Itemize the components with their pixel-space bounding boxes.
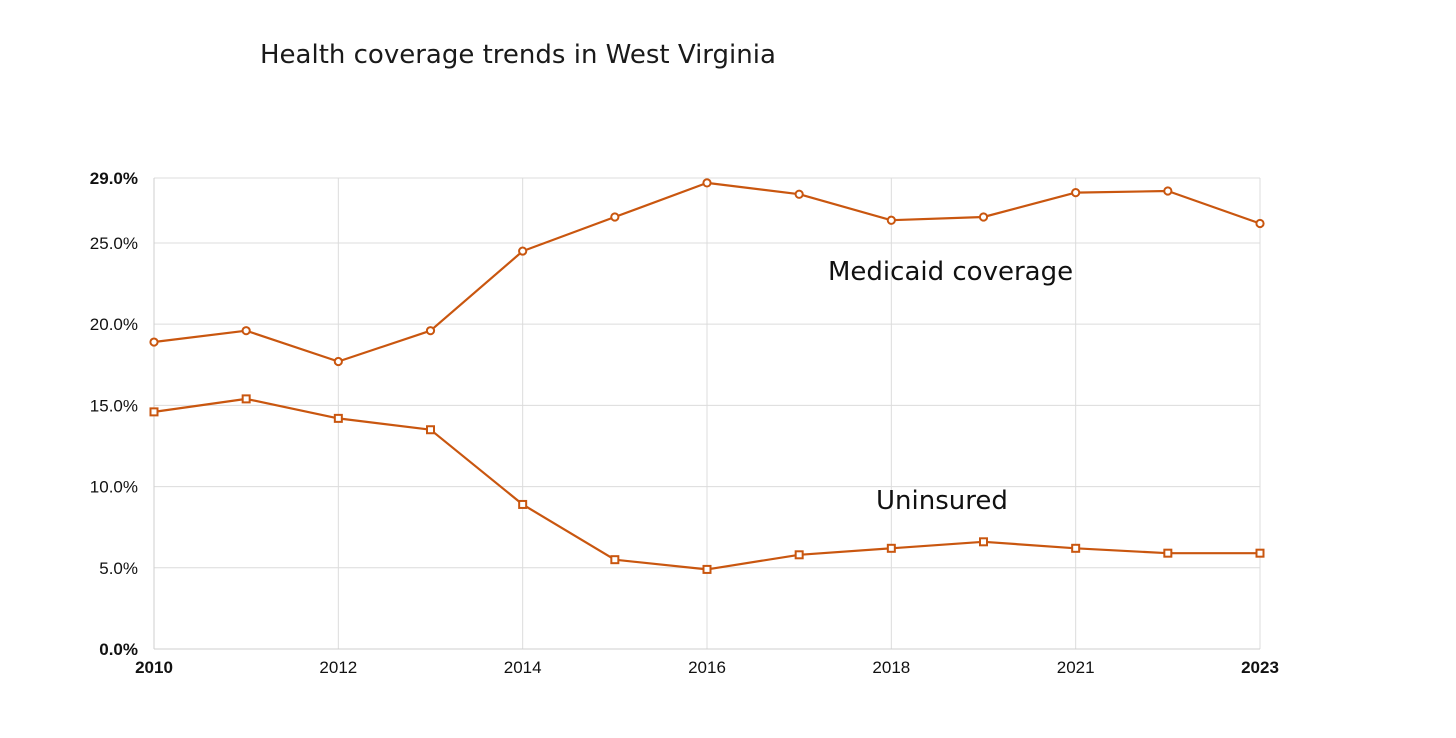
data-point <box>886 543 896 553</box>
series-uninsured <box>149 394 1265 574</box>
data-point <box>518 499 528 509</box>
data-point <box>518 246 528 256</box>
x-tick-label: 2021 <box>1057 658 1095 677</box>
series-label-uninsured: Uninsured <box>876 486 1008 516</box>
y-tick-label: 10.0% <box>90 478 138 497</box>
data-point <box>425 326 436 336</box>
y-tick-label: 25.0% <box>90 234 138 253</box>
data-point <box>979 537 988 547</box>
x-tick-label: 2012 <box>319 658 357 677</box>
x-tick-label: 2016 <box>688 658 726 677</box>
x-tick-label: 2014 <box>504 658 542 677</box>
data-point <box>149 407 159 417</box>
data-point <box>1255 548 1265 558</box>
grid-layer <box>154 177 1261 649</box>
series-layer <box>149 178 1265 574</box>
data-point <box>794 189 804 199</box>
y-tick-label: 29.0% <box>90 169 138 188</box>
data-point <box>241 326 251 336</box>
y-tick-label: 15.0% <box>90 396 138 415</box>
data-point <box>241 394 251 404</box>
data-point <box>610 555 620 565</box>
axis-layer: 0.0% 5.0% 10.0% 15.0% 20.0% 25.0% 29.0% 2010 201… <box>90 169 1279 677</box>
data-point <box>1071 188 1081 198</box>
series-label-medicaid: Medicaid coverage <box>828 257 1073 287</box>
label-layer: Medicaid coverage Uninsured <box>828 257 1073 516</box>
data-point <box>702 178 712 188</box>
x-tick-label: 2023 <box>1241 658 1279 677</box>
data-point <box>426 425 435 435</box>
data-point <box>149 337 159 347</box>
data-point <box>1255 218 1265 229</box>
chart-title: Health coverage trends in West Virginia <box>260 40 776 70</box>
data-point <box>1163 186 1173 196</box>
data-point <box>1071 543 1081 553</box>
y-tick-label: 5.0% <box>99 559 138 578</box>
data-point <box>610 212 620 222</box>
data-point <box>978 212 989 222</box>
y-tick-label: 20.0% <box>90 315 138 334</box>
series-medicaid <box>149 178 1265 367</box>
data-point <box>702 564 712 574</box>
data-point <box>333 356 343 367</box>
data-point <box>333 413 343 423</box>
data-point <box>886 215 896 225</box>
data-point <box>1163 548 1173 558</box>
x-tick-label: 2010 <box>135 658 173 677</box>
data-point <box>794 550 804 560</box>
x-tick-label: 2018 <box>872 658 910 677</box>
y-tick-label: 0.0% <box>99 640 138 659</box>
